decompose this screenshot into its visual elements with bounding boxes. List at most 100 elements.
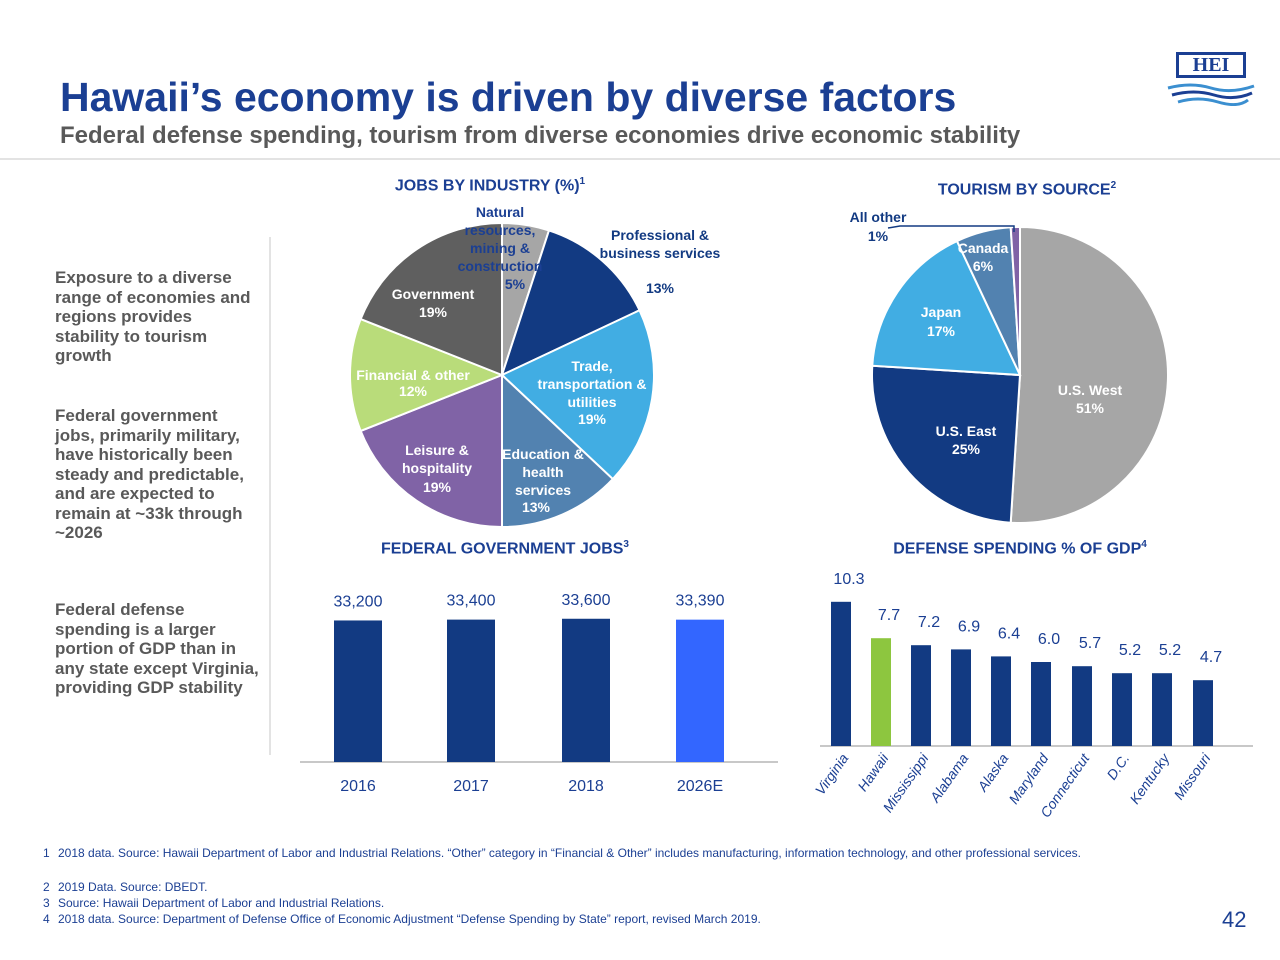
footnote-text: Source: Hawaii Department of Labor and I… [58,896,385,910]
bar [911,645,931,746]
slice-label: Natural resources, mining & construction [457,204,543,274]
leader-line [887,225,1015,232]
value-label: 33,200 [334,593,383,610]
slice-label: Government [391,286,475,302]
slice-value: 6% [972,258,994,274]
slice-label: Leisure & hospitality [401,442,472,476]
bar [1193,680,1213,746]
bar [1112,673,1132,746]
slice-label: Japan [920,304,962,320]
slice-label: Financial & other [356,367,470,383]
bar [562,618,610,762]
footnote-number: 4 [43,912,50,926]
slice-value: 51% [1075,400,1105,416]
sidebar-text: Federal government jobs, primarily milit… [55,406,244,542]
slice-value: 13% [521,499,551,515]
page-number: 42 [1222,907,1247,932]
pie-slice [501,372,615,529]
chart-title: FEDERAL GOVERNMENT JOBS3 [381,539,629,558]
x-tick-label: Virginia [812,750,852,797]
value-label: 5.2 [1159,642,1181,659]
pie-slice [1009,225,1021,376]
footnote-ref: 4 [1141,539,1147,550]
subtitle: Federal defense spending, tourism from d… [60,122,1021,149]
value-label: 10.3 [833,571,864,588]
x-tick-label: 2026E [677,778,723,795]
slice-value: 5% [504,276,526,292]
slice-label: U.S. West [1057,382,1123,398]
pie-slice [359,221,503,377]
x-tick-label: Kentucky [1126,750,1173,807]
chart-title: JOBS BY INDUSTRY (%)1 [395,176,585,195]
footnote-text: 2018 data. Source: Hawaii Department of … [58,846,1081,860]
value-label: 6.4 [998,625,1020,642]
footnote-ref: 3 [623,539,629,550]
divider [0,158,1280,160]
slice-value: 19% [422,479,452,495]
sidebar-text: Federal defense spending is a larger por… [55,600,259,697]
footnote-text: 2018 data. Source: Department of Defense… [58,912,761,926]
pie-slice [1009,225,1170,524]
slice-value: 19% [577,411,607,427]
bar [1152,673,1172,746]
x-tick-label: Hawaii [854,750,892,794]
x-tick-label: Missouri [1170,750,1214,803]
slice-value: 12% [398,383,428,399]
pie-slice [349,317,505,433]
footnote-ref: 2 [1110,180,1117,191]
footnote-number: 1 [43,846,50,860]
chart-title-text: TOURISM BY SOURCE [937,181,1111,199]
value-label: 33,390 [676,593,725,610]
slice-label: Professional & business services [599,227,721,261]
footnote-number: 2 [43,880,50,894]
x-tick-label: 2016 [340,778,376,795]
footnote-number: 3 [43,896,50,910]
value-label: 7.2 [918,614,940,631]
slice-label: U.S. East [935,423,997,439]
bar [447,619,495,762]
pie-slice [500,308,655,481]
x-tick-label: 2018 [568,778,604,795]
value-label: 7.7 [878,607,900,624]
pie-slice [359,373,503,529]
slice-value: 25% [951,441,981,457]
slice-label: Trade, transportation & utilities [537,358,647,410]
chart-title: DEFENSE SPENDING % OF GDP4 [893,539,1147,558]
value-label: 4.7 [1200,649,1222,666]
value-label: 5.7 [1079,635,1101,652]
pie-slice [871,239,1022,377]
bar [1072,666,1092,746]
bar [871,638,891,746]
x-tick-label: 2017 [453,778,489,795]
x-tick-label: Alaska [974,750,1012,795]
chart-title: TOURISM BY SOURCE2 [938,180,1116,199]
chart-title-text: FEDERAL GOVERNMENT JOBS [381,540,624,558]
footnote-text: 2019 Data. Source: DBEDT. [58,880,208,894]
slice-value: 19% [418,304,448,320]
bar [831,601,851,746]
sidebar-divider [269,237,271,755]
value-label: 6.9 [958,618,980,635]
value-label: 6.0 [1038,631,1060,648]
logo-waves [1167,83,1255,106]
x-tick-label: D.C. [1103,751,1132,783]
footnote-ref: 1 [579,176,586,187]
bar [334,620,382,762]
value-label: 33,400 [447,593,496,610]
slice-value: 1% [867,228,889,244]
bar [991,656,1011,746]
pie-slice [500,229,641,377]
bar [1031,662,1051,746]
title: Hawaii’s economy is driven by diverse fa… [60,74,957,120]
slice-label: Education & health services [502,446,584,498]
slice-value: 13% [645,280,675,296]
logo: HEI [1176,52,1246,78]
bar [951,649,971,746]
x-tick-label: Alabama [926,750,971,805]
sidebar-text: Exposure to a diverse range of economies… [55,268,251,365]
slice-label: All other [849,209,907,225]
slice-value: 17% [926,323,956,339]
bar [676,619,724,762]
chart-title-text: DEFENSE SPENDING % OF GDP [893,540,1142,558]
